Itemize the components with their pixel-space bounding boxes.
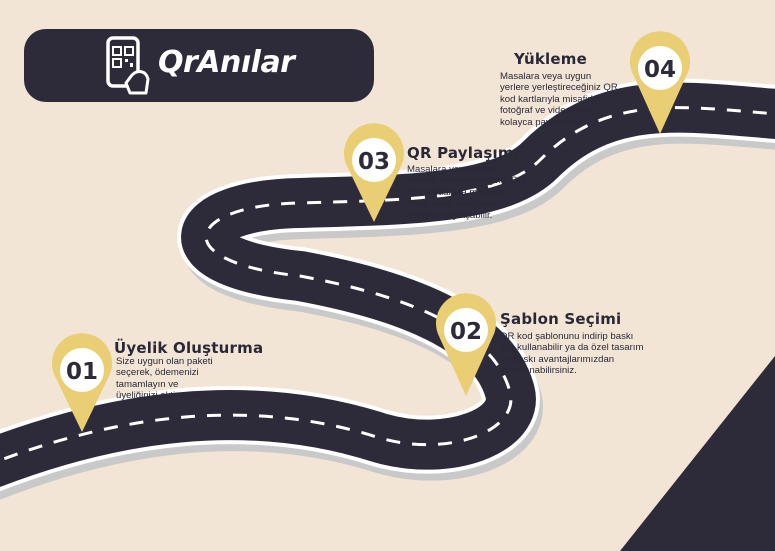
step-03-line: Masalara veya uygun: [407, 164, 499, 175]
step-03-line: yerlere yerleştireceğiniz QR: [407, 175, 525, 187]
pin-04: 04: [630, 31, 690, 134]
step-02-line: için kullanabilir ya da özel tasarım: [500, 342, 644, 354]
step-01-line: tamamlayın ve: [116, 378, 179, 390]
step-02-line: yararlanabilirsiniz.: [500, 365, 577, 377]
brand-banner: QrAnılar: [24, 29, 374, 102]
pin-01-number: 01: [66, 359, 98, 385]
step-03-description: Masalara veya uygun yerlere yerleştirece…: [407, 164, 547, 221]
pin-02-number: 02: [450, 319, 482, 345]
step-04-description: Masalara veya uygun yerlere yerleştirece…: [500, 71, 640, 128]
step-02-title: Şablon Seçimi: [500, 310, 622, 328]
step-04-line: kolayca paylaşabilir.: [500, 116, 586, 128]
step-04-line: kod kartlarıyla misafirler: [500, 93, 602, 105]
step-02-line: QR kod şablonunu indirip baskı: [500, 331, 634, 342]
step-03-line: kolayca paylaşabilir.: [407, 209, 493, 221]
step-01-line: üyeliğinizi aktive edin.: [116, 390, 209, 402]
dark-corner-shape: [620, 356, 775, 551]
pin-03-number: 03: [358, 149, 390, 175]
step-04-line: yerlere yerleştireceğiniz QR: [500, 82, 618, 94]
step-04-line: fotoğraf ve videolarını: [500, 105, 593, 117]
step-01-line: Size uygun olan paketi: [116, 356, 213, 367]
pin-02: 02: [436, 293, 496, 396]
step-03-line: fotoğraf ve videolarını: [407, 198, 500, 210]
pin-01: 01: [52, 333, 112, 432]
pin-03: 03: [344, 123, 404, 222]
step-01-line: seçerek, ödemenizi: [116, 367, 199, 379]
step-01-description: Size uygun olan paketi seçerek, ödemeniz…: [116, 356, 256, 402]
step-02-line: ve baskı avantajlarımızdan: [500, 353, 615, 365]
road-center-line: [0, 106, 775, 462]
step-03-title: QR Paylaşımı: [407, 144, 520, 162]
step-04-title: Yükleme: [514, 50, 587, 68]
pin-04-number: 04: [644, 57, 676, 83]
step-01-title: Üyelik Oluşturma: [114, 339, 264, 357]
step-03-line: kod kartlarıyla misafirler: [407, 186, 509, 198]
step-04-line: Masalara veya uygun: [500, 71, 592, 82]
step-02-description: QR kod şablonunu indirip baskı için kull…: [500, 331, 680, 377]
phone-qr-icon: [106, 36, 150, 95]
brand-name: QrAnılar: [158, 45, 295, 80]
